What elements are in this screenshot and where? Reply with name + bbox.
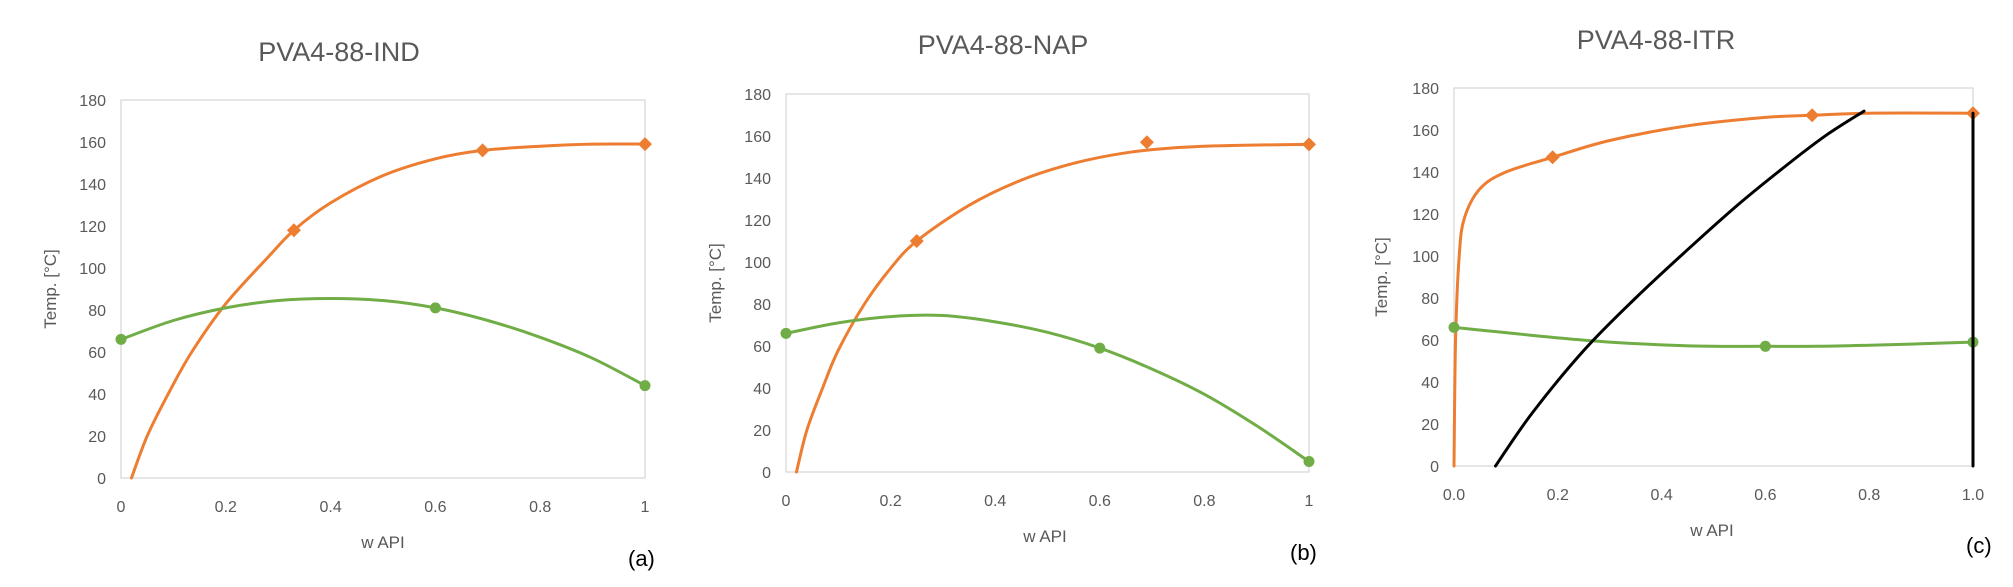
y-tick-labels: 0 20 40 60 80 100 120 140 160 180 [79,93,106,488]
y-tick-label: 160 [1412,123,1439,140]
series-line-1 [784,313,1311,463]
data-point-circle [780,327,792,339]
data-point-circle [639,380,651,392]
data-point-diamond [1302,137,1316,152]
chart-pva4-88-ind: PVA4-88-IND 0 20 40 60 80 100 120 140 160 180 0 0.… [41,37,655,571]
y-tick-label: 120 [79,219,106,236]
data-point-circle [1094,342,1106,354]
x-tick-label: 0.2 [879,493,901,510]
series-line-0 [794,142,1311,474]
y-tick-label: 20 [88,429,106,446]
data-point-circle [1448,321,1460,333]
y-tick-label: 140 [79,177,106,194]
series-line-1 [1452,325,1975,348]
x-tick-label: 0.4 [1650,487,1672,504]
data-point-circle [1759,340,1771,352]
x-tick-labels: 0.0 0.2 0.4 0.6 0.8 1.0 [1443,487,1984,504]
y-tick-label: 80 [88,303,106,320]
y-tick-label: 20 [1421,417,1439,434]
x-tick-label: 0.6 [1754,487,1776,504]
x-tick-label: 0.4 [319,499,341,516]
x-tick-label: 0.8 [1858,487,1880,504]
panel-label: (c) [1966,533,1992,558]
x-tick-labels: 0 0.2 0.4 0.6 0.8 1 [117,499,650,516]
chart-title: PVA4-88-NAP [918,30,1089,60]
series-layer [115,137,652,480]
y-tick-label: 0 [1430,459,1439,476]
chart-pva4-88-nap: PVA4-88-NAP 0 20 40 60 80 100 120 140 160 180 0 0.… [706,30,1317,565]
series-line-2 [1494,109,1866,468]
x-tick-labels: 0 0.2 0.4 0.6 0.8 1 [782,493,1314,510]
x-axis-label: w API [1022,527,1066,546]
y-tick-label: 100 [744,255,771,272]
data-point-circle [1303,456,1315,467]
y-tick-labels: 0 20 40 60 80 100 120 140 160 180 [1412,81,1439,476]
x-tick-label: 1.0 [1962,487,1984,504]
y-tick-label: 40 [1421,375,1439,392]
x-tick-label: 1 [1305,493,1314,510]
x-tick-label: 0.2 [1547,487,1569,504]
data-point-diamond [909,234,924,248]
series-line-0 [129,142,647,480]
y-tick-labels: 0 20 40 60 80 100 120 140 160 180 [744,87,771,482]
data-point-circle [115,333,127,345]
plot-frame [785,93,1310,473]
x-tick-label: 0.8 [529,499,551,516]
x-tick-label: 0.8 [1193,493,1215,510]
data-point-diamond [286,223,301,238]
x-tick-label: 0.6 [424,499,446,516]
y-axis-label: Temp. [°C] [1372,237,1391,317]
panel-label: (a) [628,546,655,571]
y-tick-label: 140 [744,171,771,188]
series-line-1 [119,296,647,388]
y-tick-label: 160 [79,135,106,152]
y-tick-label: 80 [753,297,771,314]
y-tick-label: 60 [753,339,771,356]
x-axis-label: w API [1689,521,1733,540]
x-tick-label: 0.4 [984,493,1006,510]
chart-title: PVA4-88-IND [258,37,420,67]
y-tick-label: 120 [1412,207,1439,224]
y-tick-label: 180 [744,87,771,104]
panel-label: (b) [1290,540,1317,565]
y-tick-label: 20 [753,423,771,440]
y-tick-label: 180 [79,93,106,110]
y-tick-label: 80 [1421,291,1439,308]
y-tick-label: 40 [753,381,771,398]
data-point-circle [429,302,441,314]
data-point-diamond [1545,150,1560,165]
y-tick-label: 100 [79,261,106,278]
y-tick-label: 180 [1412,81,1439,98]
data-point-diamond [1805,108,1820,123]
x-tick-label: 0 [782,493,791,510]
x-tick-label: 0.0 [1443,487,1465,504]
x-tick-label: 0 [117,499,126,516]
chart-pva4-88-itr: PVA4-88-ITR 0 20 40 60 80 100 120 140 160 180 0.0… [1372,25,1992,558]
y-tick-label: 40 [88,387,106,404]
y-tick-label: 100 [1412,249,1439,266]
plot-frame [1453,87,1974,467]
y-tick-label: 60 [88,345,106,362]
series-layer [1448,106,1980,468]
y-axis-label: Temp. [°C] [41,249,60,329]
y-tick-label: 140 [1412,165,1439,182]
series-layer [780,135,1316,474]
data-point-diamond [475,143,490,158]
y-axis-label: Temp. [°C] [706,243,725,323]
chart-title: PVA4-88-ITR [1577,25,1736,55]
x-tick-label: 0.6 [1089,493,1111,510]
x-axis-label: w API [360,533,404,552]
y-tick-label: 160 [744,129,771,146]
data-point-diamond [638,137,652,152]
plot-frame [120,99,646,479]
y-tick-label: 0 [762,465,771,482]
data-point-diamond [1139,135,1154,150]
y-tick-label: 60 [1421,333,1439,350]
x-tick-label: 1 [641,499,650,516]
x-tick-label: 0.2 [215,499,237,516]
y-tick-label: 0 [97,471,106,488]
y-tick-label: 120 [744,213,771,230]
